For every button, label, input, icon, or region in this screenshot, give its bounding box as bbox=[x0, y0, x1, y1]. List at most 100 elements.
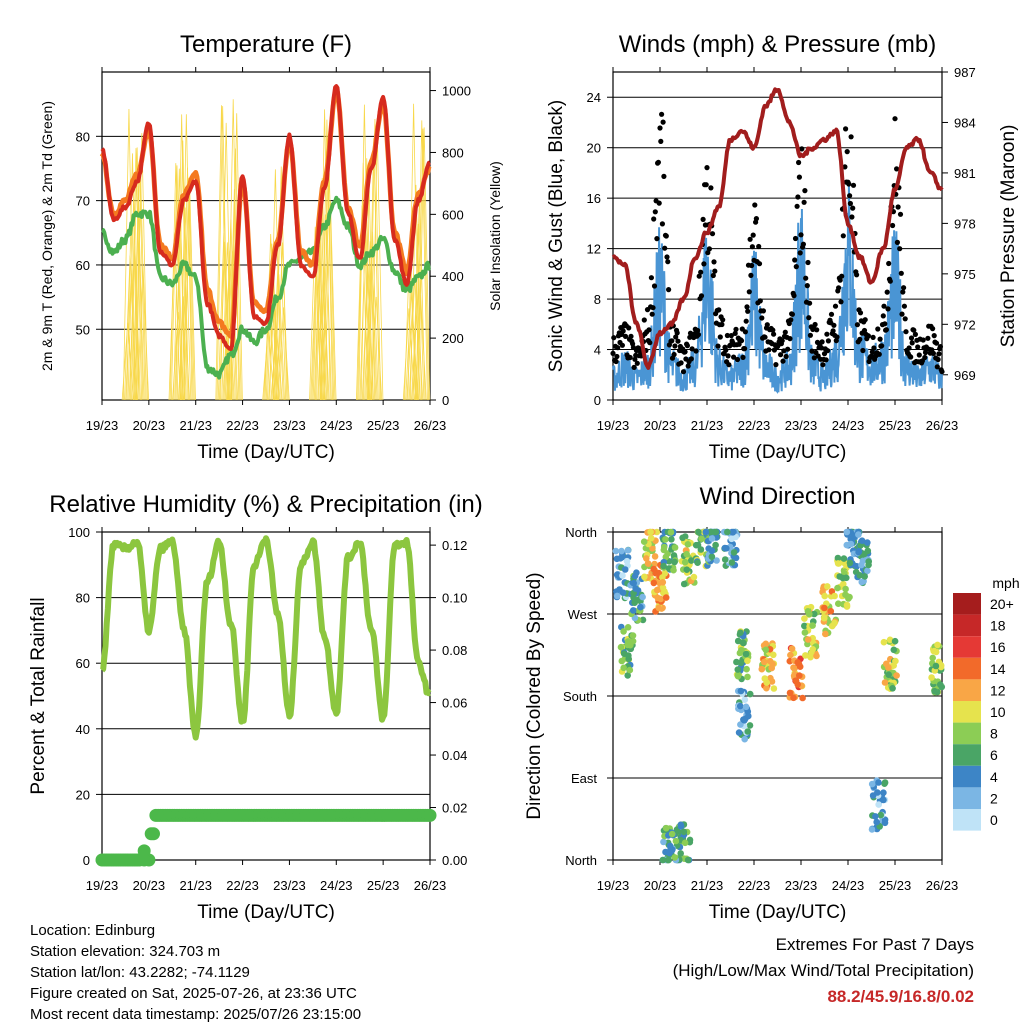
legend-swatch bbox=[953, 614, 981, 637]
insolation-spike bbox=[415, 120, 428, 401]
direction-point bbox=[659, 579, 667, 586]
rh-x-axis-label: Time (Day/UTC) bbox=[197, 902, 335, 923]
direction-point bbox=[660, 562, 667, 570]
direction-point bbox=[613, 555, 621, 563]
direction-point bbox=[875, 779, 882, 786]
direction-point bbox=[881, 780, 888, 787]
gust-point bbox=[791, 293, 797, 299]
direction-point bbox=[874, 789, 881, 796]
gust-point bbox=[720, 317, 726, 323]
direction-point bbox=[679, 534, 686, 542]
gust-point bbox=[613, 358, 619, 365]
gust-point bbox=[885, 306, 891, 312]
gust-point bbox=[693, 348, 699, 354]
direction-point bbox=[762, 646, 770, 654]
direction-point bbox=[690, 573, 698, 581]
legend-label: 0 bbox=[990, 812, 998, 828]
gust-point bbox=[711, 259, 717, 265]
direction-point bbox=[881, 819, 889, 827]
direction-point bbox=[893, 672, 900, 679]
wind-axes-frame bbox=[612, 71, 943, 401]
gust-point bbox=[740, 354, 746, 360]
station-elevation: Station elevation: 324.703 m bbox=[30, 943, 221, 960]
direction-point bbox=[671, 544, 679, 551]
dir-x-axis-label: Time (Day/UTC) bbox=[709, 902, 847, 923]
direction-point bbox=[702, 528, 710, 536]
gust-point bbox=[839, 273, 845, 279]
direction-point bbox=[659, 574, 666, 581]
gust-point bbox=[648, 275, 655, 281]
dir-y-tick-label: South bbox=[563, 689, 597, 704]
direction-point bbox=[684, 541, 692, 548]
rh-x-tick-label: 24/23 bbox=[320, 878, 353, 893]
gust-point bbox=[631, 364, 637, 370]
gust-point bbox=[652, 209, 658, 215]
direction-point bbox=[694, 541, 702, 549]
gust-point bbox=[798, 232, 804, 238]
gust-point bbox=[850, 182, 857, 188]
rh-y2-tick-label: 0.08 bbox=[442, 643, 467, 658]
direction-point bbox=[624, 624, 632, 631]
gust-point bbox=[746, 289, 752, 295]
direction-point bbox=[889, 685, 896, 692]
direction-point bbox=[885, 671, 892, 678]
direction-point bbox=[736, 649, 744, 657]
direction-point bbox=[932, 662, 940, 670]
gust-point bbox=[800, 241, 807, 247]
wind-y2-tick-label: 981 bbox=[954, 166, 976, 181]
direction-point bbox=[650, 579, 658, 587]
temp-y-axis-label: 2m & 9m T (Red, Orange) & 2m Td (Green) bbox=[39, 101, 55, 371]
direction-point bbox=[858, 561, 865, 569]
gust-point bbox=[930, 326, 936, 332]
gust-point bbox=[698, 269, 704, 275]
wind-x-tick-label: 25/23 bbox=[879, 418, 912, 433]
direction-point bbox=[742, 703, 750, 711]
legend-label: 14 bbox=[990, 661, 1006, 677]
direction-point bbox=[613, 592, 621, 600]
insolation-spike bbox=[416, 128, 429, 401]
direction-point bbox=[681, 558, 689, 566]
gust-point bbox=[887, 278, 893, 284]
direction-point bbox=[843, 528, 851, 536]
gust-point bbox=[883, 327, 890, 333]
gust-point bbox=[634, 360, 640, 366]
gust-point bbox=[857, 336, 863, 342]
wind-y2-tick-label: 987 bbox=[954, 65, 976, 80]
temp-y2-tick-label: 0 bbox=[442, 393, 449, 408]
gust-point bbox=[860, 347, 866, 354]
gust-point bbox=[780, 358, 786, 364]
gust-point bbox=[626, 325, 632, 331]
insolation-spike bbox=[179, 207, 192, 401]
direction-point bbox=[708, 547, 716, 555]
dir-y-tick-label: North bbox=[565, 525, 597, 540]
rh-y2-tick-label: 0.02 bbox=[442, 801, 467, 816]
gust-point bbox=[900, 289, 906, 295]
gust-point bbox=[778, 352, 784, 358]
direction-point bbox=[664, 856, 672, 864]
direction-point bbox=[647, 528, 654, 536]
gust-point bbox=[673, 334, 679, 340]
gust-point bbox=[715, 343, 721, 349]
gust-point bbox=[663, 233, 669, 239]
wind-y-tick-label: 16 bbox=[587, 191, 601, 206]
gust-point bbox=[894, 166, 900, 172]
rh-x-tick-label: 21/23 bbox=[179, 878, 212, 893]
gust-point bbox=[695, 332, 702, 338]
direction-point bbox=[934, 641, 941, 649]
gust-point bbox=[847, 193, 853, 199]
gust-point bbox=[861, 327, 868, 334]
gust-point bbox=[717, 334, 723, 340]
gust-point bbox=[742, 329, 749, 335]
direction-point bbox=[667, 529, 675, 536]
gust-point bbox=[908, 335, 915, 341]
gust-point bbox=[870, 334, 876, 340]
rh-series bbox=[99, 535, 432, 741]
gust-point bbox=[912, 331, 919, 337]
gust-point bbox=[696, 273, 702, 279]
direction-point bbox=[713, 557, 720, 564]
direction-point bbox=[640, 538, 648, 545]
gust-point bbox=[732, 330, 738, 336]
gust-point bbox=[792, 235, 799, 242]
direction-point bbox=[671, 558, 678, 566]
legend-label: 8 bbox=[990, 726, 998, 742]
